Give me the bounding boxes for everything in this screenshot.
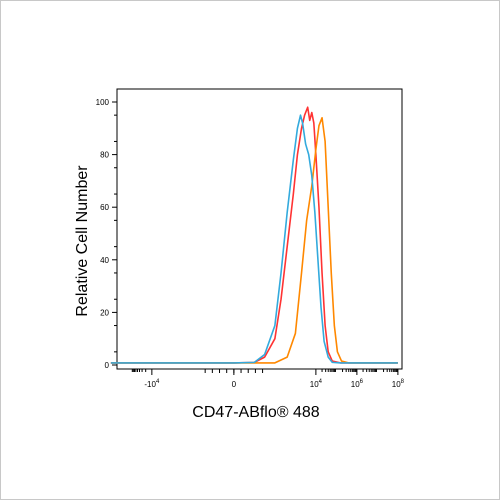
x-tick-label: 106 [351, 379, 364, 389]
x-tick-label-exponent: 6 [360, 379, 364, 385]
x-tick-label-base: 10 [351, 380, 360, 389]
y-tick-label: 80 [100, 151, 109, 160]
x-axis-title-suffix: ® 488 [277, 404, 320, 421]
x-axis-title: CD47-ABflo® 488 [192, 404, 320, 421]
x-tick-label-base: -10 [144, 380, 156, 389]
x-tick-label-exponent: 4 [156, 379, 160, 385]
x-tick-label-base: 10 [392, 380, 401, 389]
x-axis: -104 0 104 106 108 [131, 369, 405, 389]
x-tick-label-base: 0 [232, 380, 237, 389]
x-tick-label: 104 [310, 379, 323, 389]
y-tick-label: 100 [96, 98, 110, 107]
y-tick-label: 60 [100, 203, 109, 212]
y-tick-label: 20 [100, 308, 109, 317]
x-tick-label: 108 [392, 379, 405, 389]
y-axis-title: Relative Cell Number [74, 165, 91, 317]
series-line-3 [110, 114, 398, 364]
y-tick-label: 40 [100, 256, 109, 265]
series-layer [110, 106, 398, 364]
x-tick-label: 0 [232, 380, 237, 389]
x-axis-title-main: CD47-ABflo [192, 404, 277, 421]
y-tick-label: 0 [105, 361, 110, 370]
x-tick-label-exponent: 8 [401, 379, 405, 385]
x-tick-label: -104 [144, 379, 160, 389]
x-tick-label-base: 10 [310, 380, 319, 389]
x-tick-label-exponent: 4 [319, 379, 323, 385]
y-axis: 0 20 40 60 80 100 [96, 98, 117, 370]
plot-area-border [116, 88, 403, 370]
